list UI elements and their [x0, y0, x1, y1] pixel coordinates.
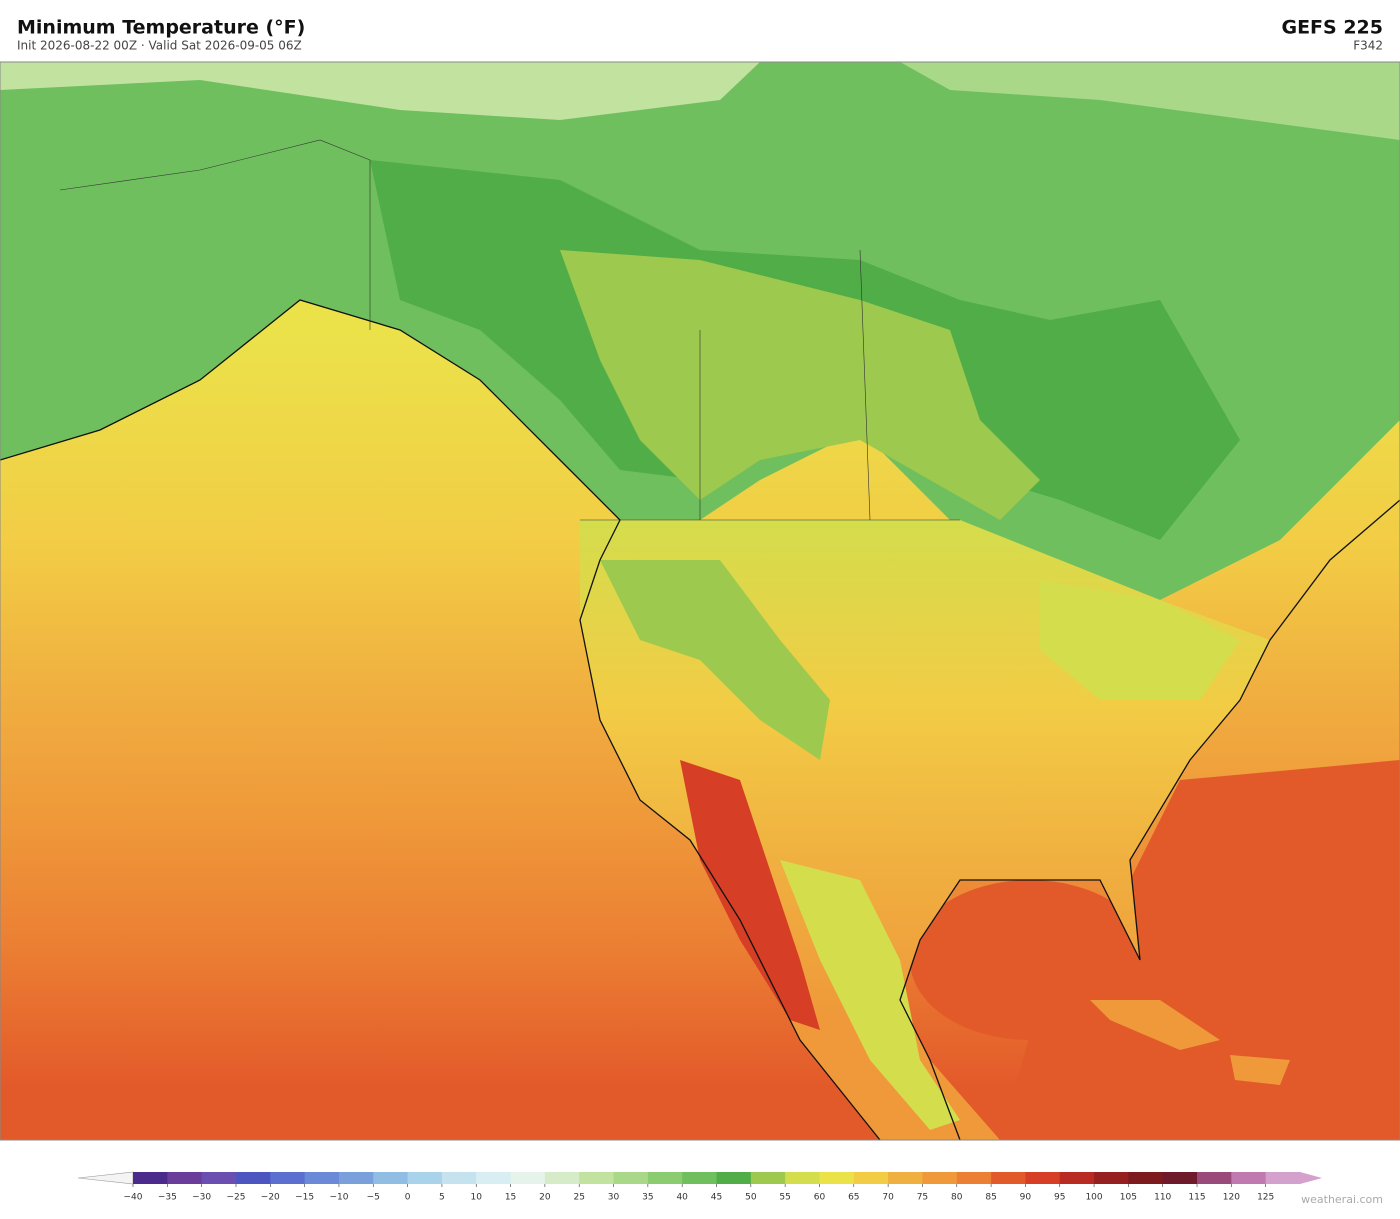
colorbar-tick-label: 115	[1188, 1193, 1205, 1203]
colorbar-segment	[785, 1172, 820, 1184]
colorbar-tick-label: 85	[985, 1193, 996, 1203]
colorbar-tick-label: 120	[1223, 1193, 1240, 1203]
colorbar: −40 −35 −30 −25 −20 −15 −10 −5 0 5 10 15 20 25 30 35 40 4…	[77, 1171, 1322, 1203]
colorbar-segment	[235, 1172, 271, 1184]
title: Minimum Temperature (°F)	[17, 17, 305, 39]
colorbar-tick-label: 110	[1154, 1193, 1171, 1203]
colorbar-tick-label: 125	[1257, 1193, 1274, 1203]
colorbar-segment	[407, 1172, 443, 1184]
colorbar-segment	[819, 1172, 855, 1184]
colorbar-tick-label: 25	[573, 1193, 584, 1203]
colorbar-segment	[1162, 1172, 1198, 1184]
colorbar-segment	[716, 1172, 752, 1184]
colorbar-tick-label: −35	[158, 1193, 177, 1203]
colorbar-tick-label: 55	[779, 1193, 790, 1203]
colorbar-segment	[441, 1172, 477, 1184]
colorbar-tick-label: −20	[261, 1193, 280, 1203]
colorbar-tick-label: 80	[951, 1193, 963, 1203]
colorbar-tick-label: −5	[367, 1193, 380, 1203]
arctic-zone	[0, 62, 760, 120]
model: GEFS 225	[1281, 17, 1383, 39]
hispaniola	[1230, 1055, 1290, 1085]
colorbar-segment	[1265, 1172, 1301, 1184]
colorbar-tick-label: −40	[124, 1193, 143, 1203]
colorbar-segment	[133, 1172, 168, 1184]
colorbar-segment	[1025, 1172, 1061, 1184]
colorbar-tick-label: 75	[917, 1193, 928, 1203]
colorbar-segment	[888, 1172, 923, 1184]
colorbar-tick-label: 95	[1054, 1193, 1065, 1203]
colorbar-tick-label: 0	[405, 1193, 411, 1203]
colorbar-segment	[373, 1172, 409, 1184]
colorbar-tick-label: 90	[1020, 1193, 1032, 1203]
colorbar-segment	[853, 1172, 889, 1184]
prairie-zone	[560, 250, 1040, 520]
colorbar-tick-label: −10	[329, 1193, 348, 1203]
cuba	[1090, 1000, 1220, 1050]
colorbar-tick-label: 30	[608, 1193, 620, 1203]
colorbar-segment	[201, 1172, 237, 1184]
colorbar-tick-label: 45	[711, 1193, 722, 1203]
colorbar-tick-label: 60	[814, 1193, 826, 1203]
colorbar-segment	[1128, 1172, 1164, 1184]
colorbar-under	[77, 1171, 134, 1185]
colorbar-segment	[647, 1172, 683, 1184]
colorbar-tick-label: 5	[439, 1193, 445, 1203]
colorbar-tick-label: 65	[848, 1193, 859, 1203]
colorbar-tick-label: 20	[539, 1193, 551, 1203]
subtitle: Init 2026-08-22 00Z · Valid Sat 2026-09-…	[17, 39, 302, 53]
colorbar-segment	[750, 1172, 786, 1184]
coastline	[0, 299, 1400, 1141]
colorbar-segment	[476, 1172, 512, 1184]
colorbar-tick-label: 10	[471, 1193, 483, 1203]
colorbar-tick-label: −15	[295, 1193, 314, 1203]
gulf-of-california-hot	[680, 760, 820, 1030]
colorbar-tick-label: −25	[226, 1193, 245, 1203]
colorbar-segment	[579, 1172, 615, 1184]
colorbar-segment	[167, 1172, 203, 1184]
forecast-hour: F342	[1353, 39, 1383, 53]
map	[0, 61, 1400, 1141]
colorbar-segment	[682, 1172, 717, 1184]
colorbar-segment	[304, 1172, 340, 1184]
colorbar-tick-label: 40	[676, 1193, 688, 1203]
colorbar-tick-label: −30	[192, 1193, 211, 1203]
borders	[59, 139, 960, 521]
arctic-zone	[900, 62, 1400, 140]
colorbar-tick-label: 70	[882, 1193, 894, 1203]
great-lakes-zone	[1040, 580, 1240, 700]
mexican-plateau	[780, 860, 960, 1130]
colorbar-segment	[1059, 1172, 1095, 1184]
colorbar-segment	[544, 1172, 580, 1184]
colorbar-segment	[956, 1172, 992, 1184]
colorbar-segment	[510, 1172, 546, 1184]
map-frame	[0, 61, 1400, 1141]
colorbar-tick-label: 50	[745, 1193, 757, 1203]
colorbar-segment	[1094, 1172, 1129, 1184]
colorbar-tick-label: 105	[1120, 1193, 1137, 1203]
colorbar-segment	[338, 1172, 374, 1184]
colorbar-segment	[1231, 1172, 1267, 1184]
colorbar-segment	[270, 1172, 306, 1184]
colorbar-segment	[1197, 1172, 1232, 1184]
colorbar-segment	[613, 1172, 649, 1184]
colorbar-tick-label: 15	[505, 1193, 516, 1203]
rockies-cool-zone	[600, 560, 830, 760]
colorbar-segment	[922, 1172, 958, 1184]
colorbar-tick-label: 100	[1085, 1193, 1102, 1203]
colorbar-segment	[991, 1172, 1026, 1184]
colorbar-over	[1300, 1172, 1322, 1184]
watermark: weatherai.com	[1301, 1193, 1383, 1206]
colorbar-tick-label: 35	[642, 1193, 653, 1203]
atlantic-warm	[1000, 760, 1400, 1140]
